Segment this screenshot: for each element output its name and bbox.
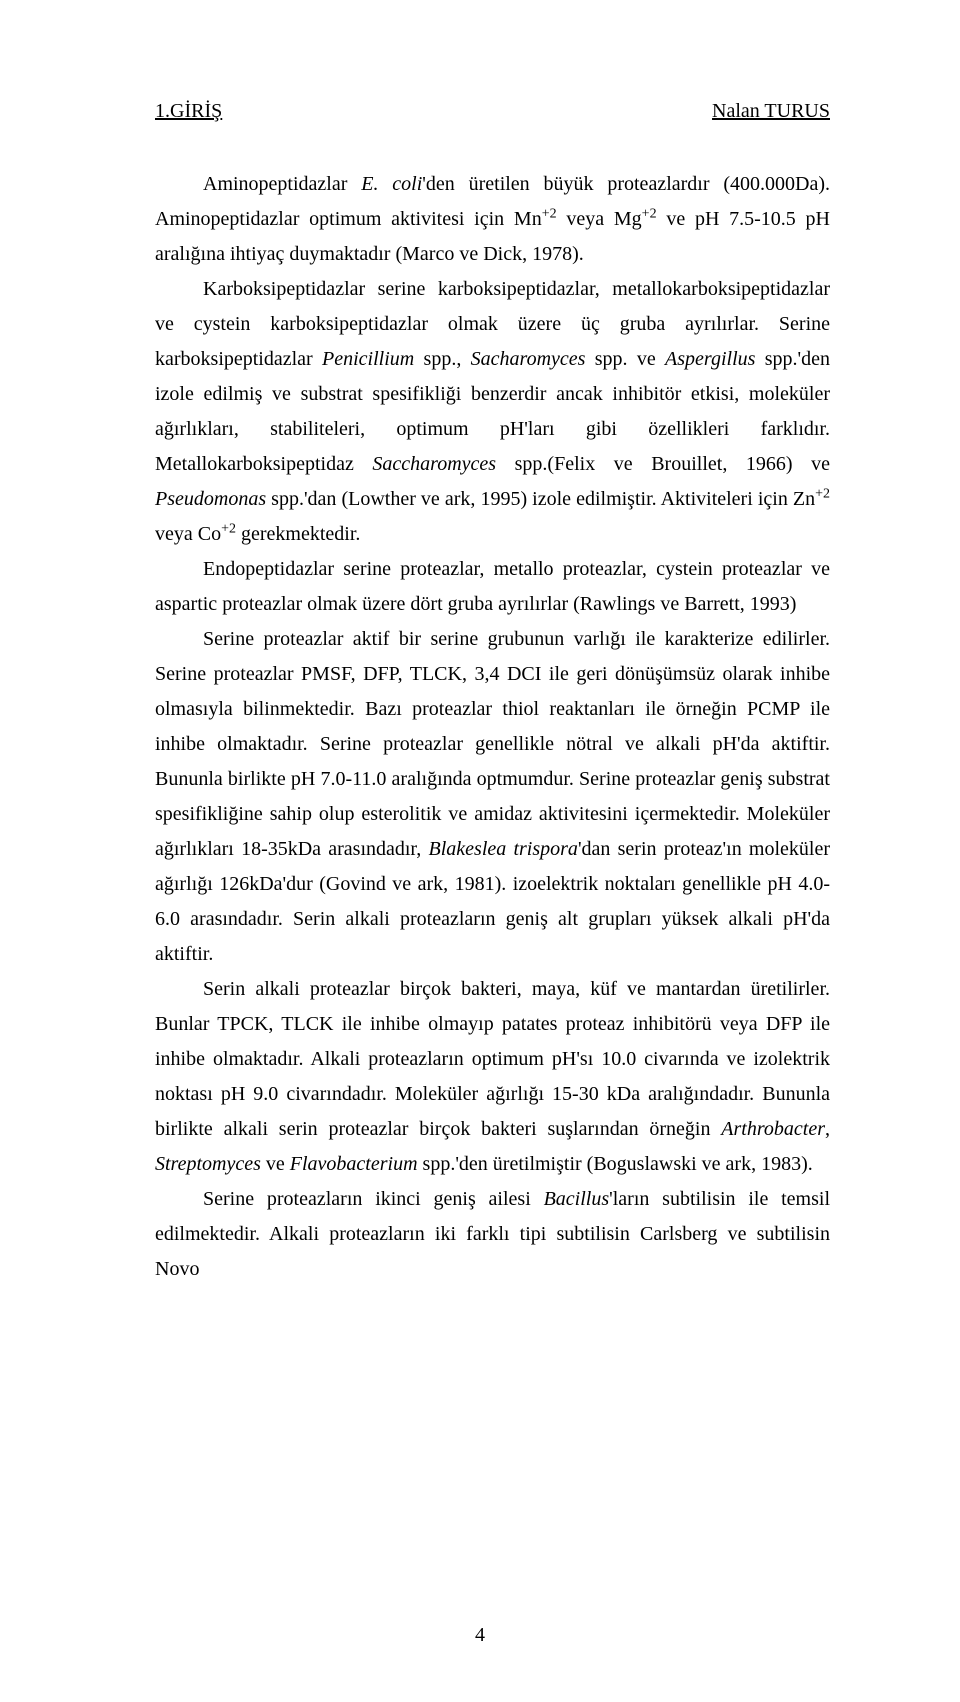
page-container: 1.GİRİŞ Nalan TURUS Aminopeptidazlar E. … <box>0 0 960 1702</box>
species-name: Blakeslea trispora <box>429 838 578 860</box>
paragraph-2: Karboksipeptidazlar serine karboksipepti… <box>155 272 830 552</box>
text: Endopeptidazlar serine proteazlar, metal… <box>155 558 830 615</box>
text: Aminopeptidazlar <box>203 173 361 195</box>
species-name: Arthrobacter <box>721 1118 825 1140</box>
species-name: Saccharomyces <box>372 453 496 475</box>
page-number: 4 <box>0 1624 960 1647</box>
page-header: 1.GİRİŞ Nalan TURUS <box>155 100 830 123</box>
paragraph-1: Aminopeptidazlar E. coli'den üretilen bü… <box>155 167 830 272</box>
species-name: Bacillus <box>544 1188 610 1210</box>
text: spp.(Felix ve Brouillet, 1966) ve <box>496 453 830 475</box>
species-name: Penicillium <box>322 348 414 370</box>
text: gerekmektedir. <box>236 523 360 545</box>
body-text: Aminopeptidazlar E. coli'den üretilen bü… <box>155 167 830 1287</box>
text: spp. ve <box>585 348 665 370</box>
superscript: +2 <box>642 206 657 221</box>
species-name: Pseudomonas <box>155 488 266 510</box>
header-author: Nalan TURUS <box>712 100 830 123</box>
species-name: Aspergillus <box>665 348 755 370</box>
text: Serine proteazlar aktif bir serine grubu… <box>155 628 830 860</box>
species-name: Flavobacterium <box>290 1153 418 1175</box>
paragraph-6: Serine proteazların ikinci geniş ailesi … <box>155 1182 830 1287</box>
paragraph-4: Serine proteazlar aktif bir serine grubu… <box>155 622 830 972</box>
species-name: Streptomyces <box>155 1153 261 1175</box>
text: veya Co <box>155 523 221 545</box>
header-section: 1.GİRİŞ <box>155 100 222 123</box>
superscript: +2 <box>542 206 557 221</box>
text: spp.'dan (Lowther ve ark, 1995) izole ed… <box>266 488 815 510</box>
text: , <box>825 1118 830 1140</box>
superscript: +2 <box>221 521 236 536</box>
species-name: E. coli <box>361 173 422 195</box>
superscript: +2 <box>815 486 830 501</box>
paragraph-3: Endopeptidazlar serine proteazlar, metal… <box>155 552 830 622</box>
text: Serin alkali proteazlar birçok bakteri, … <box>155 978 830 1140</box>
species-name: Sacharomyces <box>471 348 586 370</box>
text: spp., <box>414 348 470 370</box>
text: veya Mg <box>557 208 642 230</box>
paragraph-5: Serin alkali proteazlar birçok bakteri, … <box>155 972 830 1182</box>
text: Serine proteazların ikinci geniş ailesi <box>203 1188 544 1210</box>
text: ve <box>261 1153 290 1175</box>
text: spp.'den üretilmiştir (Boguslawski ve ar… <box>418 1153 813 1175</box>
